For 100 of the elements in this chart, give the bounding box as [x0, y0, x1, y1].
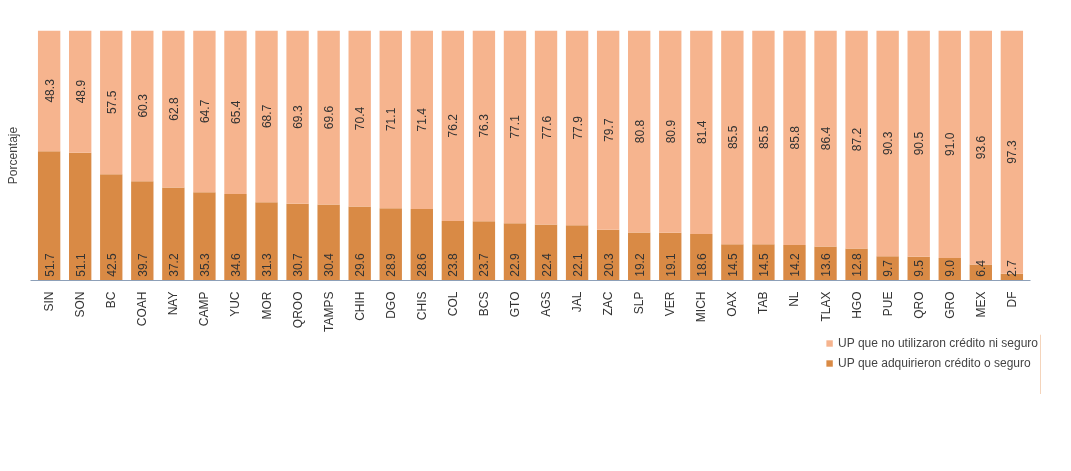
data-label: 85.5: [756, 125, 771, 150]
data-label: 23.7: [477, 253, 492, 277]
data-label: 86.4: [819, 126, 834, 151]
x-tick-label: COAH: [135, 291, 150, 327]
bar: [876, 30, 899, 257]
x-tick-label: COL: [445, 291, 460, 317]
bar: [348, 30, 371, 207]
data-label: 77.1: [508, 114, 523, 139]
x-tick-label: CHIS: [414, 291, 429, 321]
data-label: 71.1: [384, 107, 399, 132]
data-label: 51.1: [73, 253, 88, 277]
data-label: 2.7: [1005, 259, 1020, 277]
data-label: 76.3: [477, 113, 492, 138]
bar: [410, 30, 433, 209]
bar: [224, 30, 247, 194]
data-label: 85.5: [725, 125, 740, 150]
data-label: 28.9: [384, 253, 399, 277]
bar: [224, 194, 247, 281]
bar: [690, 30, 713, 234]
bar: [379, 30, 402, 209]
data-label: 31.3: [260, 253, 275, 277]
data-label: 77.9: [570, 115, 585, 140]
x-tick-label: QRO: [911, 291, 926, 319]
data-label: 35.3: [197, 253, 212, 277]
x-tick-label: SLP: [632, 291, 647, 315]
data-label: 81.4: [694, 120, 709, 144]
bar: [752, 30, 775, 245]
data-label: 60.3: [135, 93, 150, 118]
bar: [162, 187, 185, 281]
data-label: 23.8: [446, 253, 461, 277]
bar: [100, 174, 123, 281]
x-tick-label: DGO: [383, 291, 398, 319]
x-tick-label: ZAC: [601, 291, 616, 316]
data-label: 87.2: [850, 127, 865, 152]
data-label: 51.7: [42, 253, 57, 277]
data-label: 69.3: [291, 105, 306, 129]
bar: [69, 152, 92, 281]
data-label: 80.9: [663, 119, 678, 144]
data-label: 97.3: [1005, 140, 1020, 164]
x-tick-label: SIN: [42, 291, 57, 312]
bar: [721, 30, 744, 245]
data-label: 65.4: [228, 100, 243, 124]
bar: [783, 30, 806, 245]
data-label: 79.7: [601, 118, 616, 142]
bar: [534, 30, 558, 225]
data-label: 30.7: [291, 253, 306, 277]
bar: [379, 208, 402, 281]
bar: [193, 30, 216, 193]
data-label: 80.8: [632, 119, 647, 144]
x-tick-label: BCS: [476, 291, 491, 317]
x-tick-label: NL: [787, 291, 802, 307]
bar: [907, 30, 930, 257]
data-label: 14.5: [756, 253, 771, 277]
x-tick-label: BC: [104, 291, 119, 309]
bar: [503, 30, 527, 224]
data-label: 91.0: [943, 132, 958, 156]
data-label: 64.7: [197, 99, 212, 124]
x-tick-label: TLAX: [818, 291, 833, 322]
bar: [845, 30, 868, 249]
bar: [628, 30, 651, 233]
data-label: 62.8: [166, 97, 181, 121]
data-label: 29.6: [353, 253, 368, 277]
data-label: 22.4: [539, 253, 554, 277]
x-tick-label: TAB: [756, 291, 771, 314]
legend-label: UP que adquirieron crédito o seguro: [838, 356, 1031, 370]
bar: [131, 30, 154, 182]
data-label: 22.1: [570, 253, 585, 277]
bar: [317, 30, 340, 205]
bar: [162, 30, 185, 188]
data-label: 39.7: [135, 253, 150, 277]
data-label: 28.6: [415, 253, 430, 277]
x-tick-label: MICH: [694, 291, 709, 323]
data-label: 13.6: [819, 253, 834, 277]
data-label: 57.5: [104, 90, 119, 115]
data-label: 90.5: [912, 131, 927, 156]
bar: [938, 30, 961, 258]
x-tick-label: GTO: [507, 291, 522, 318]
data-label: 77.6: [539, 115, 554, 140]
x-tick-label: GRO: [942, 291, 957, 319]
data-label: 93.6: [974, 135, 989, 160]
data-label: 34.6: [228, 253, 243, 277]
x-tick-label: SON: [73, 291, 88, 318]
data-label: 9.5: [912, 259, 927, 277]
data-label: 14.2: [787, 253, 802, 277]
x-tick-label: MOR: [259, 291, 274, 320]
y-axis-title: Porcentaje: [5, 126, 20, 185]
x-tick-label: AGS: [539, 291, 554, 317]
data-label: 48.3: [42, 78, 57, 103]
data-label: 14.5: [725, 253, 740, 277]
data-label: 9.0: [943, 259, 958, 277]
data-label: 68.7: [260, 104, 275, 129]
bar: [565, 30, 589, 226]
data-label: 37.2: [166, 253, 181, 277]
x-tick-label: TAMPS: [321, 291, 336, 332]
x-tick-label: PUE: [880, 291, 895, 317]
data-label: 30.4: [322, 253, 337, 277]
data-label: 85.8: [787, 125, 802, 150]
x-tick-label: CAMP: [197, 291, 212, 327]
data-label: 12.8: [850, 253, 865, 277]
bar: [37, 151, 61, 281]
